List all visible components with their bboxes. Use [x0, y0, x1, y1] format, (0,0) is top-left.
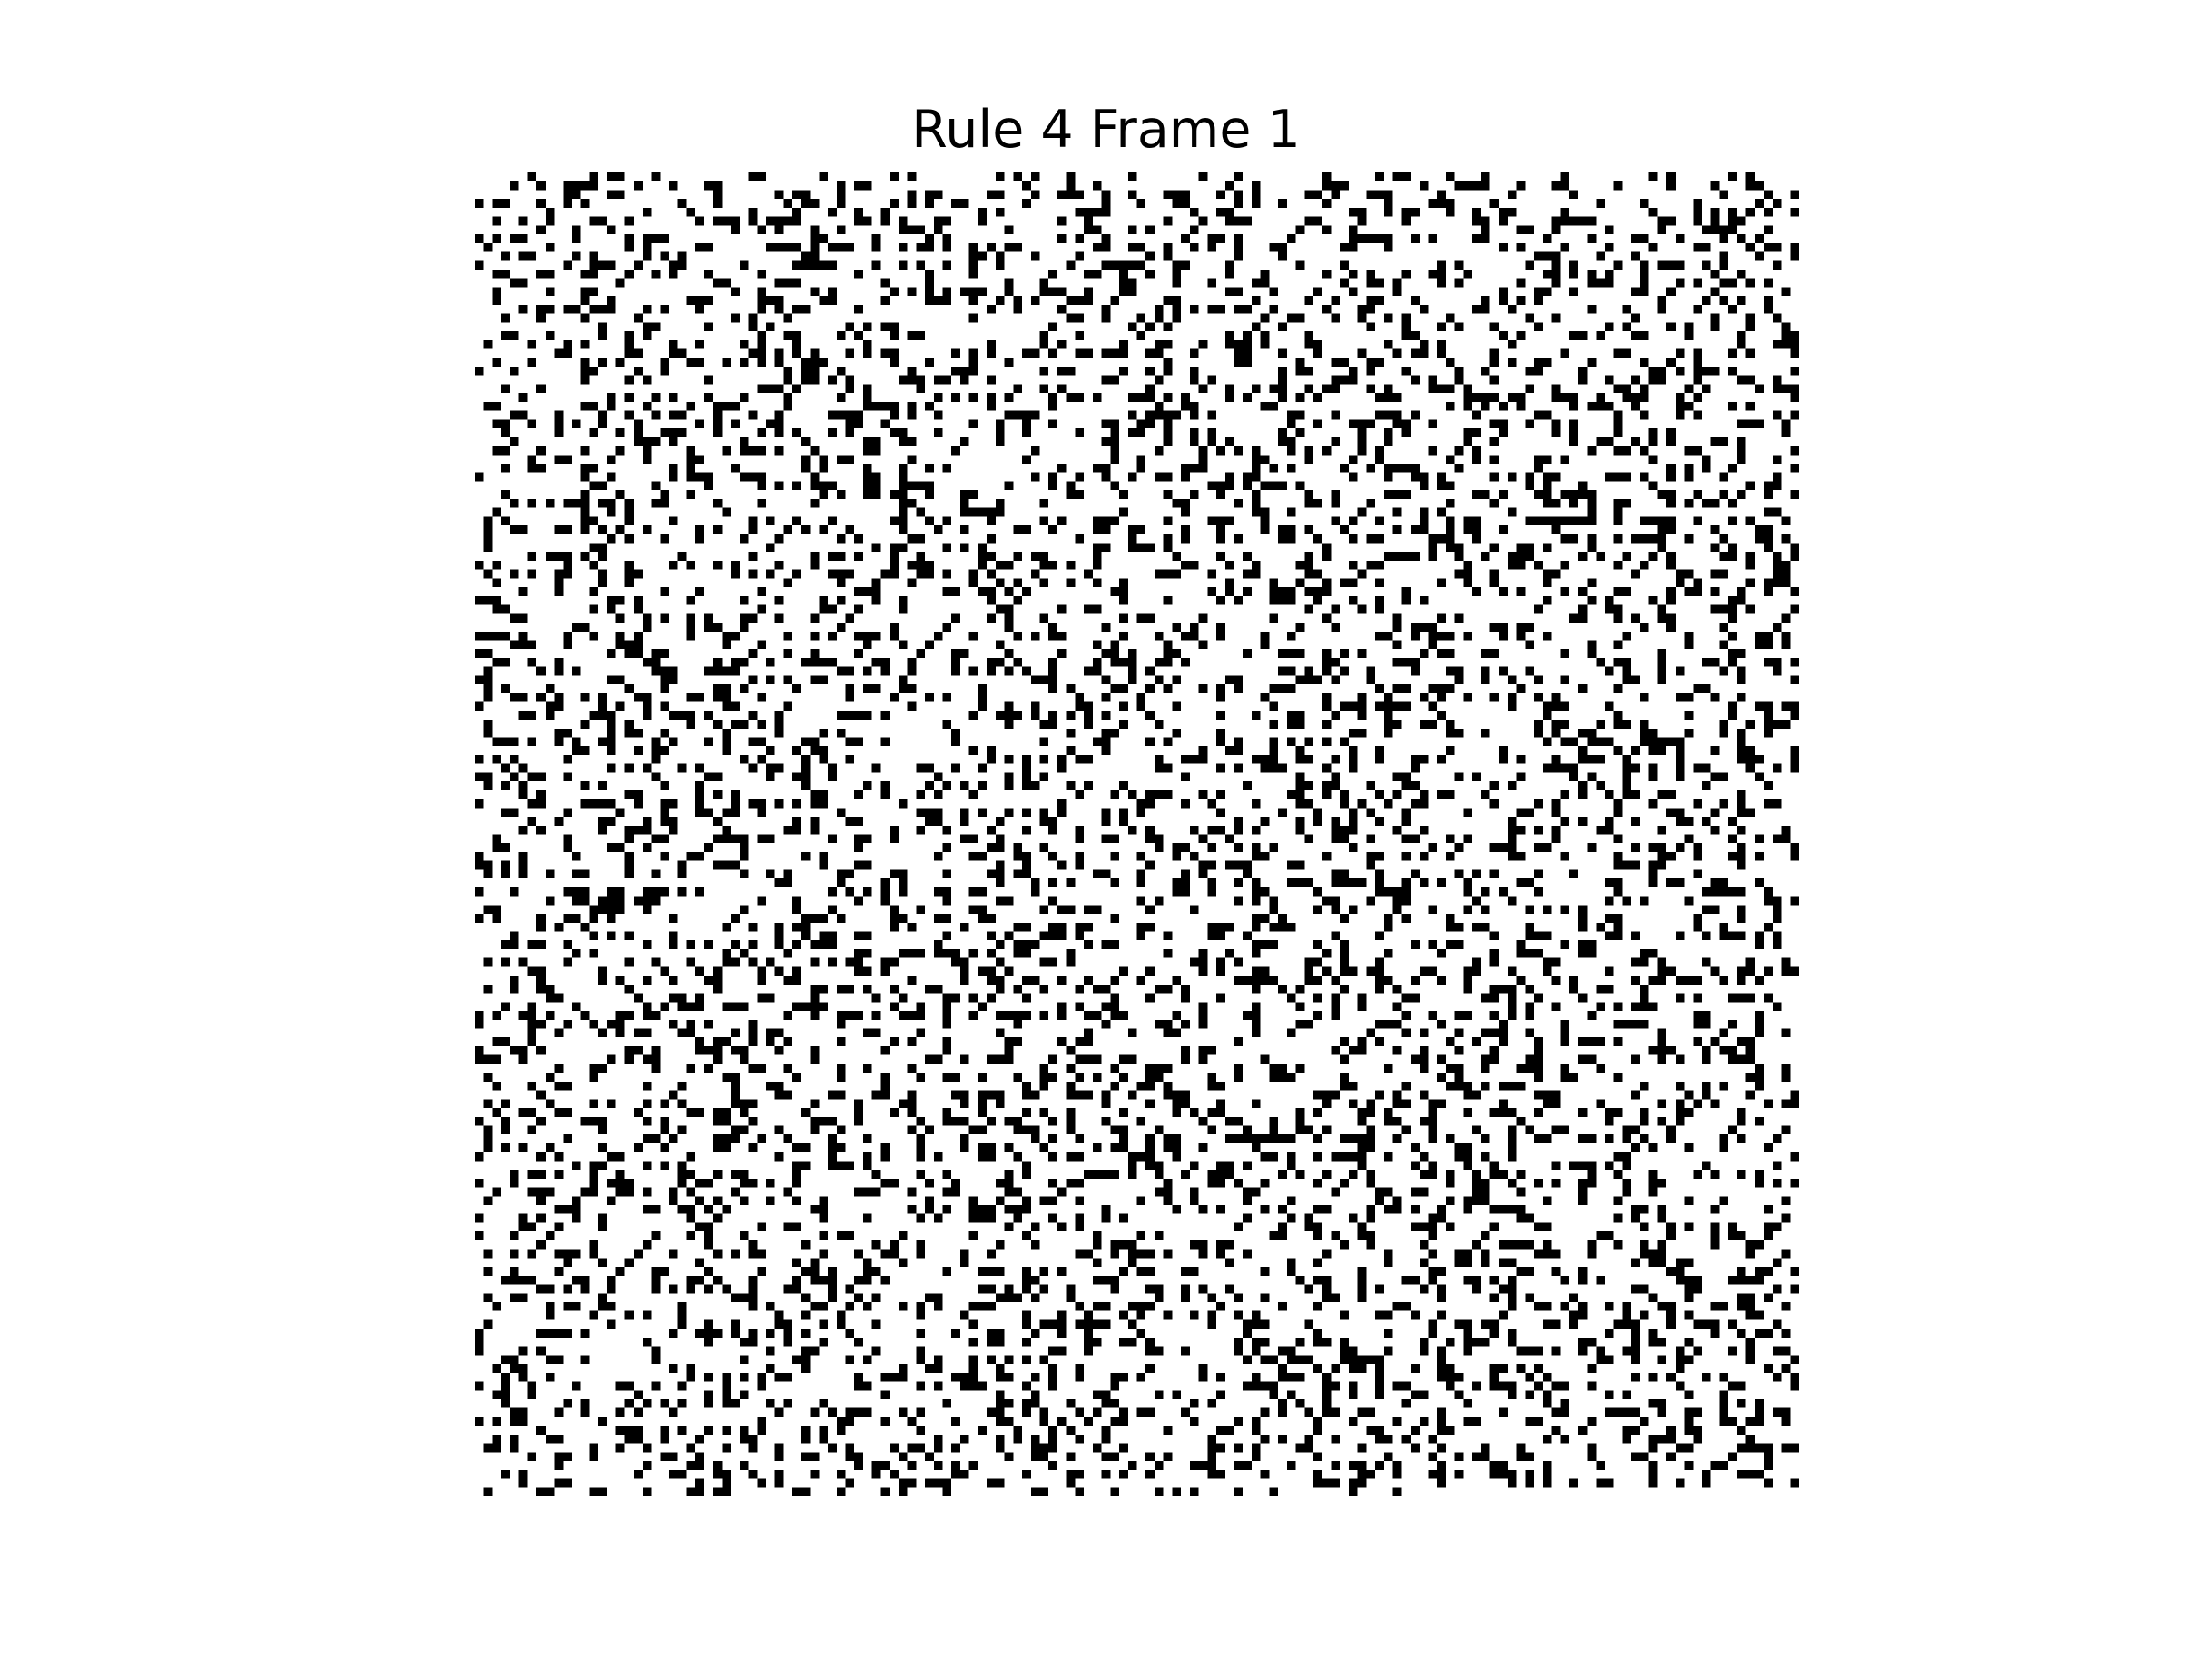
figure-title: Rule 4 Frame 1: [911, 100, 1301, 160]
cellular-automaton-grid: [475, 172, 1799, 1496]
grid-canvas: [475, 172, 1799, 1496]
